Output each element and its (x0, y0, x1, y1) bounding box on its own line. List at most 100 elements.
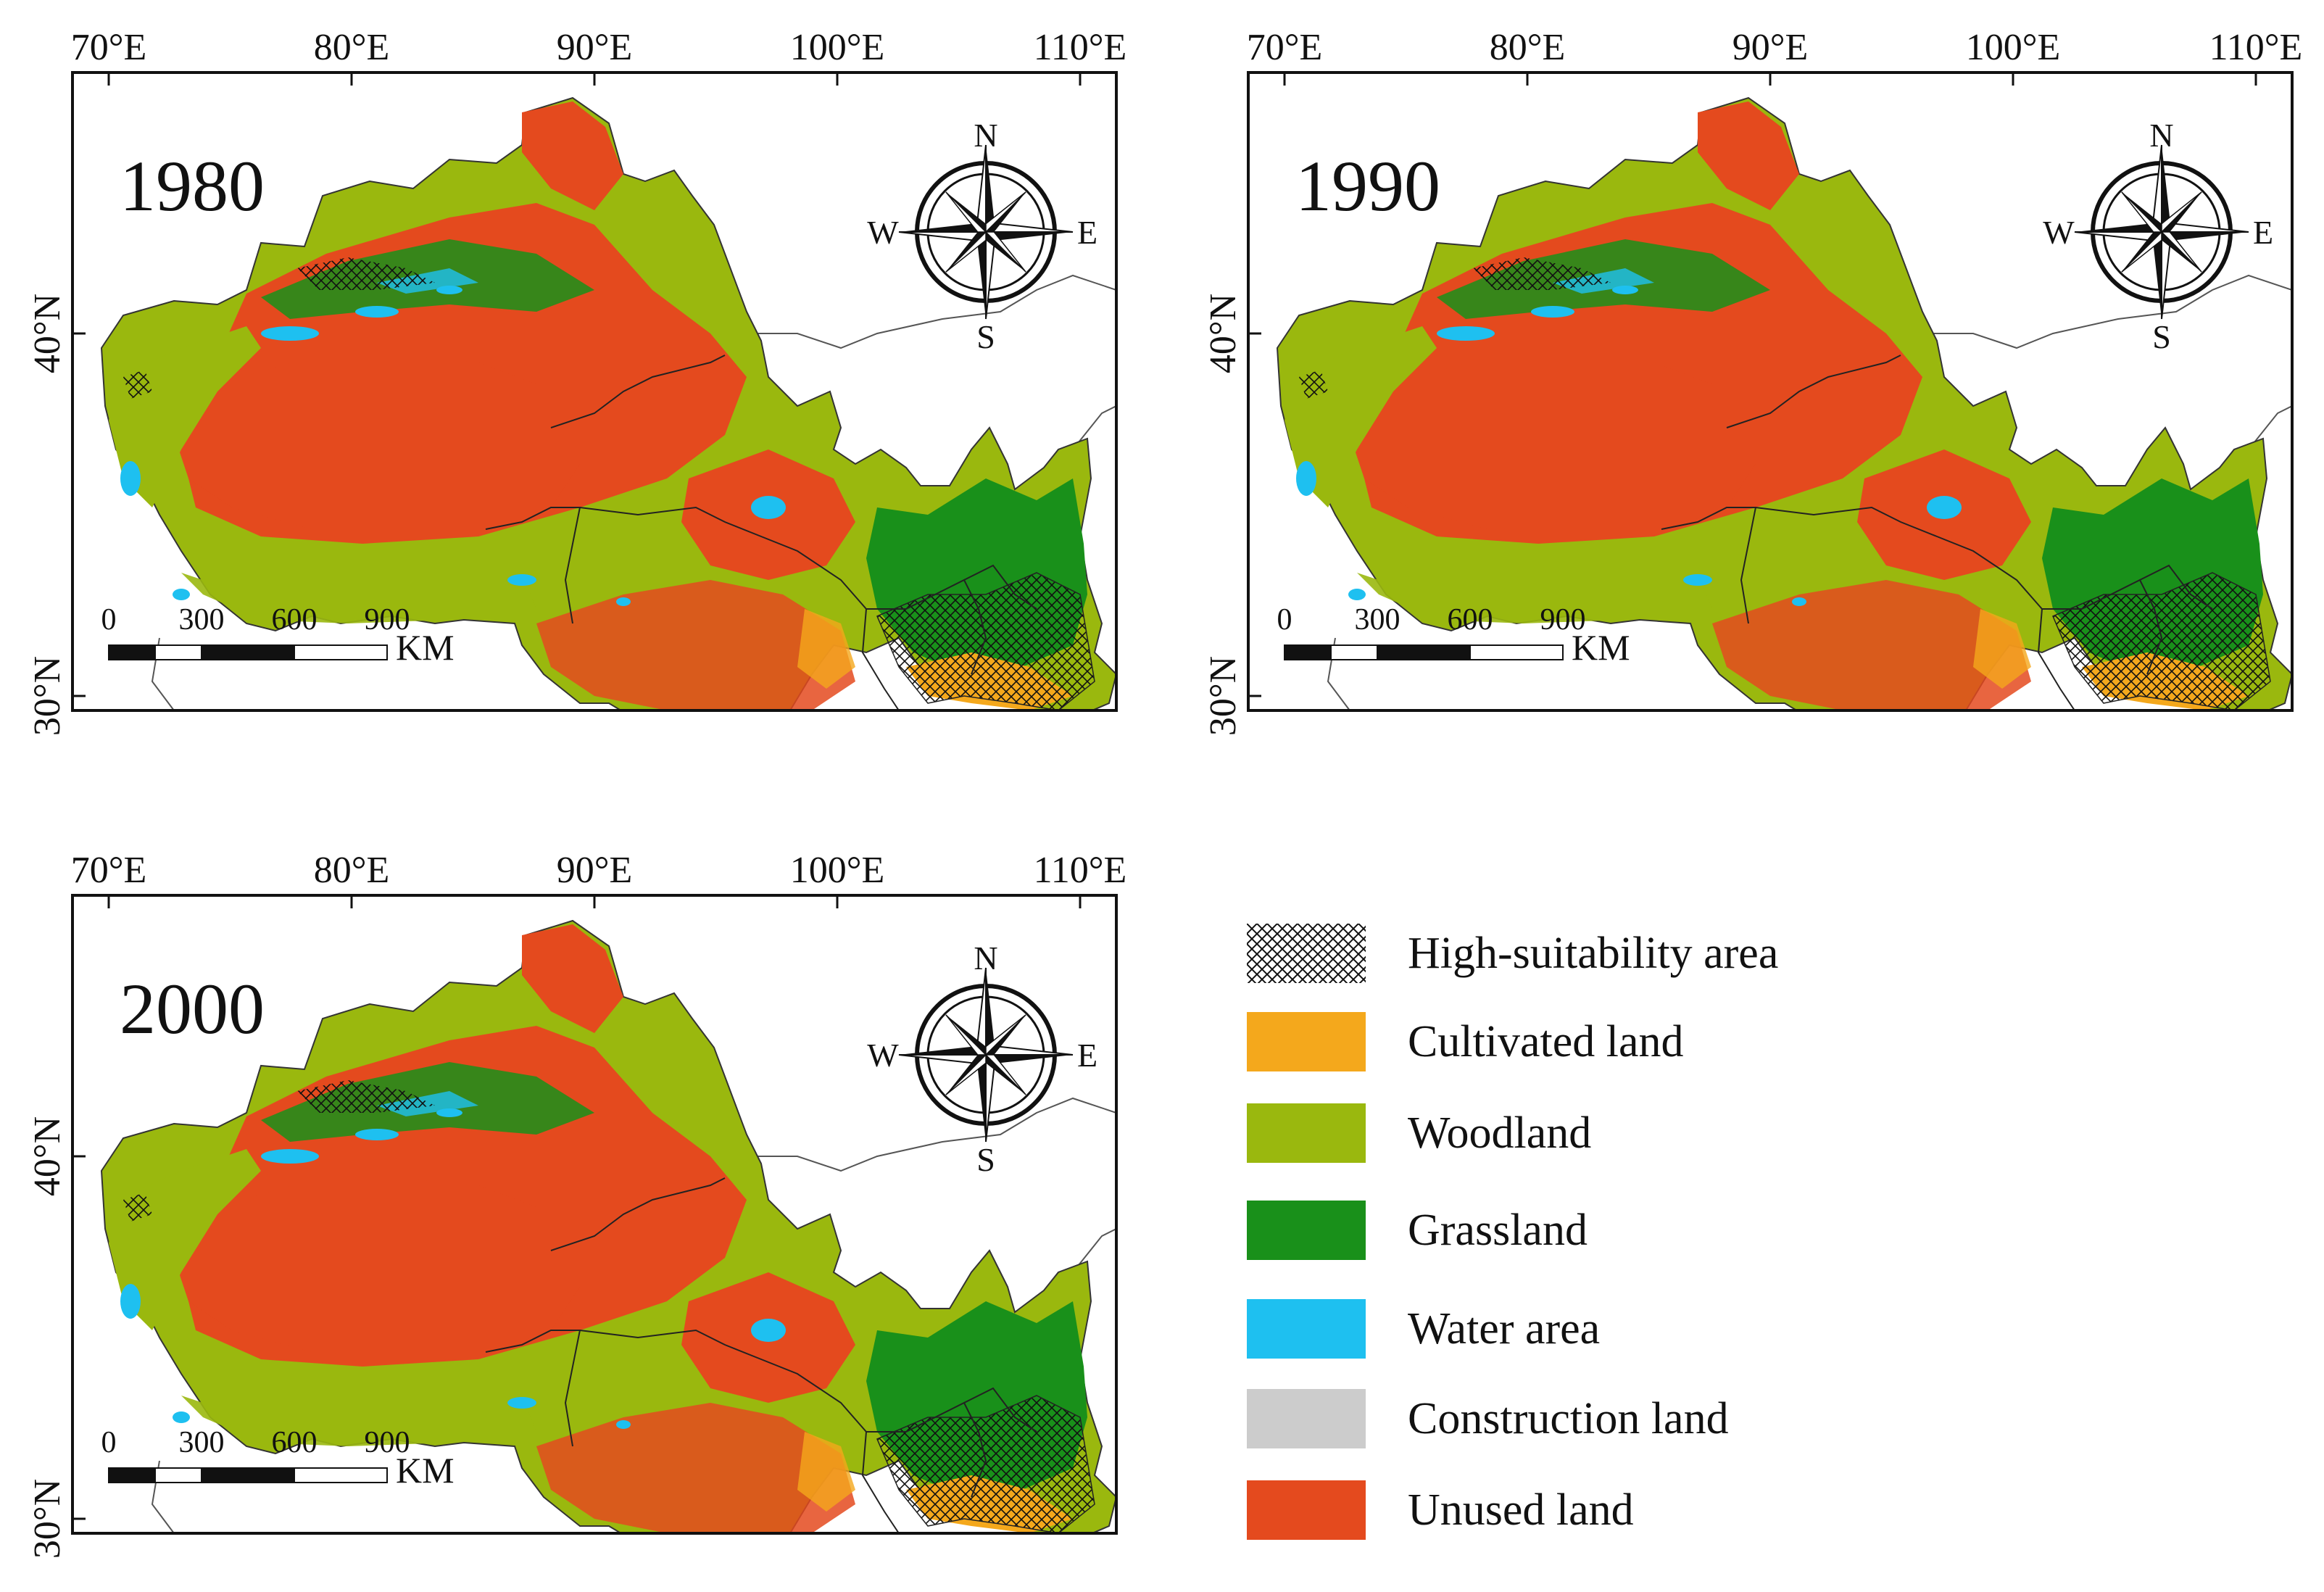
legend-label: High-suitability area (1408, 928, 1779, 978)
map-panel-1980: 70°E 80°E 90°E 100°E 110°E 40°N 30°N 1980 N S E W 0 3… (27, 22, 1182, 747)
scale-segment (1284, 644, 1332, 660)
lon-label: 70°E (71, 850, 147, 891)
compass-rose-icon: N S E W (867, 940, 1097, 1178)
legend-label: Unused land (1408, 1485, 1634, 1535)
scale-tick-label: 600 (1448, 603, 1493, 637)
year-label: 2000 (120, 969, 265, 1049)
compass-n-label: N (2149, 117, 2173, 154)
scale-segment (1377, 644, 1471, 660)
lon-label: 110°E (1034, 850, 1127, 891)
scale-segment (1469, 644, 1564, 660)
scale-segment (201, 644, 295, 660)
compass-n-label: N (974, 117, 997, 154)
scale-segment (1330, 644, 1378, 660)
lon-label: 100°E (790, 850, 885, 891)
lon-label: 80°E (314, 850, 390, 891)
scale-segment (294, 644, 388, 660)
scale-tick-label: 600 (272, 1426, 318, 1459)
scale-segment (201, 1467, 295, 1483)
legend-label: Woodland (1408, 1108, 1592, 1158)
province-boundary (485, 1330, 581, 1447)
scale-tick-label: 0 (101, 603, 117, 637)
high-suitability-area (876, 572, 1095, 710)
woodland-west (109, 326, 261, 507)
water-body (1296, 461, 1316, 496)
high-suitability-area-west (123, 1193, 152, 1222)
province-boundary (550, 355, 726, 428)
neighbor-boundary (725, 1097, 1116, 1172)
water-body (1683, 574, 1712, 586)
legend-item-water-area: Water area (1247, 1296, 1600, 1361)
color-swatch (1247, 1480, 1366, 1540)
compass-w-label: W (2043, 214, 2075, 251)
water-body (1348, 589, 1366, 600)
unused-land-plateau (536, 580, 855, 710)
cultivated-land-patch (797, 609, 855, 689)
water-body (355, 1129, 399, 1140)
legend: High-suitability area Cultivated land Wo… (1247, 921, 2276, 1573)
neighbor-boundary (1072, 1228, 1116, 1273)
water-body (1531, 306, 1574, 318)
lon-label: 70°E (1247, 27, 1323, 68)
compass-s-label: S (976, 318, 995, 355)
compass-w-label: W (867, 1037, 899, 1074)
map-panel-2000: 70°E 80°E 90°E 100°E 110°E 40°N 30°N 2000 N S E W 0 3… (27, 845, 1182, 1570)
unused-land-north (1698, 101, 1799, 210)
scale-unit-label: KM (396, 1450, 455, 1491)
land-use-map (100, 96, 1116, 710)
map-svg: 70°E 80°E 90°E 100°E 110°E 40°N 30°N 2000 N S E W 0 3… (27, 850, 1127, 1559)
lat-label: 30°N (1203, 656, 1244, 736)
lon-label: 100°E (1966, 27, 2061, 68)
land-use-map (1276, 96, 2292, 710)
compass-e-label: E (1077, 214, 1097, 251)
high-suitability-area-west (1299, 370, 1328, 399)
province-boundary (1755, 506, 2043, 610)
high-suitability-area (876, 1395, 1095, 1533)
woodland-south (1357, 573, 1712, 623)
scale-segment (108, 1467, 156, 1483)
lon-label: 110°E (2209, 27, 2303, 68)
map-svg: 70°E 80°E 90°E 100°E 110°E 40°N 30°N 1980 N S E W 0 3… (27, 27, 1127, 736)
unused-land-basin (174, 1178, 580, 1359)
scale-unit-label: KM (1572, 627, 1630, 668)
water-body (120, 461, 141, 496)
neighbor-boundary (1901, 274, 2292, 349)
color-swatch (1247, 1103, 1366, 1163)
legend-label: Grassland (1408, 1205, 1588, 1255)
high-suitability-area-north (297, 1080, 435, 1113)
unused-land-basin (174, 355, 580, 536)
water-body (1437, 326, 1495, 341)
legend-item-construction-land: Construction land (1247, 1386, 1729, 1451)
compass-s-label: S (2152, 318, 2171, 355)
scale-segment (108, 644, 156, 660)
high-suitability-area (2052, 572, 2271, 710)
scale-tick-label: 900 (365, 603, 410, 637)
unused-land-north (522, 924, 623, 1033)
scale-tick-label: 0 (1277, 603, 1292, 637)
year-label: 1980 (120, 146, 265, 226)
compass-e-label: E (2253, 214, 2273, 251)
compass-rose-icon: N S E W (2043, 117, 2273, 355)
legend-label: Construction land (1408, 1393, 1729, 1443)
scale-segment (154, 1467, 202, 1483)
unused-land-plateau (1712, 580, 2031, 710)
province-boundary (579, 1329, 867, 1433)
province-boundary (861, 608, 900, 710)
province-boundary (861, 1431, 900, 1533)
province-boundary (1661, 507, 1757, 624)
color-swatch (1247, 1389, 1366, 1448)
compass-w-label: W (867, 214, 899, 251)
high-suitability-area-north (1473, 257, 1611, 290)
province-boundary (550, 1177, 726, 1251)
unused-land-north (522, 101, 623, 210)
lat-label: 30°N (27, 1479, 68, 1559)
water-body (616, 1420, 631, 1429)
legend-item-woodland: Woodland (1247, 1100, 1591, 1166)
province-boundary (963, 1387, 1037, 1433)
lon-label: 70°E (71, 27, 147, 68)
lat-label: 40°N (27, 294, 68, 373)
lon-label: 110°E (1034, 27, 1127, 68)
